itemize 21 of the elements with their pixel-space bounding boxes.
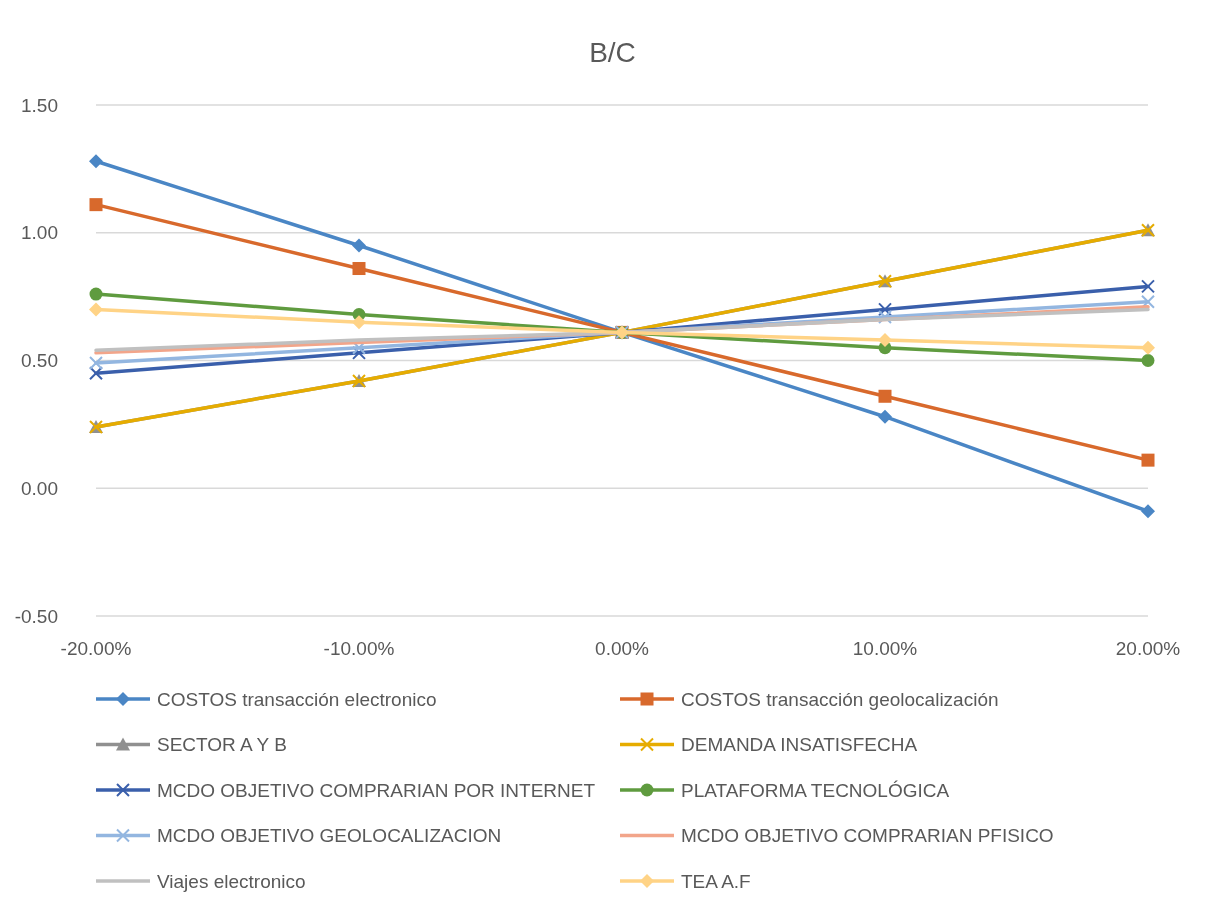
y-tick-label: 0.00 <box>21 477 58 499</box>
y-tick-label: -0.50 <box>14 605 58 627</box>
legend-label: MCDO OBJETIVO COMPRARIAN POR INTERNET <box>157 779 596 801</box>
legend-label: MCDO OBJETIVO COMPRARIAN PFISICO <box>681 825 1054 847</box>
x-tick-label: 0.00% <box>595 638 650 659</box>
legend-label: COSTOS transacción geolocalización <box>681 688 999 710</box>
x-tick-label: 10.00% <box>852 638 918 659</box>
legend-label: COSTOS transacción electronico <box>157 688 437 710</box>
legend-label: MCDO OBJETIVO GEOLOCALIZACION <box>157 825 502 847</box>
legend-label: PLATAFORMA TECNOLÓGICA <box>681 779 950 801</box>
x-tick-label: 20.00% <box>1115 638 1181 659</box>
y-tick-label: 1.50 <box>21 94 58 116</box>
legend-label: DEMANDA INSATISFECHA <box>681 734 918 756</box>
chart-title: B/C <box>589 37 636 68</box>
legend-label: SECTOR A Y B <box>157 734 287 756</box>
legend-label: Viajes electronico <box>157 870 306 892</box>
legend-label: TEA A.F <box>681 870 751 892</box>
y-tick-label: 1.00 <box>21 222 58 244</box>
x-tick-label: -20.00% <box>60 638 132 659</box>
x-tick-label: -10.00% <box>323 638 395 659</box>
y-tick-label: 0.50 <box>21 350 58 372</box>
